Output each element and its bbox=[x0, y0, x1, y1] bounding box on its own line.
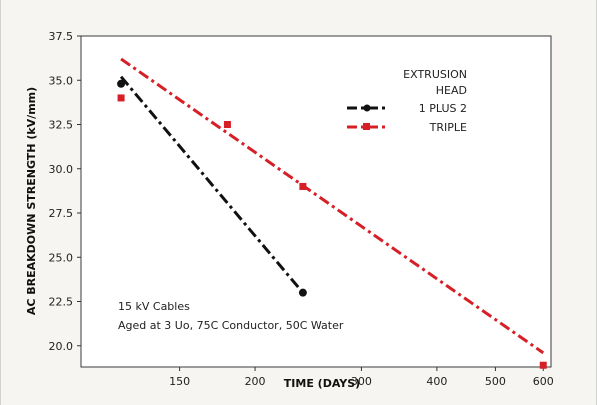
legend-title-line-2: HEAD bbox=[436, 84, 467, 97]
x-axis-title: TIME (DAYS) bbox=[284, 377, 360, 390]
x-axis-tick-label-4: 500 bbox=[485, 375, 506, 388]
series-0-point-0 bbox=[117, 79, 126, 88]
y-axis-tick-label-0: 20.0 bbox=[49, 340, 74, 353]
x-axis-tick-label-3: 400 bbox=[426, 375, 447, 388]
y-axis-tick-label-6: 35.0 bbox=[49, 74, 74, 87]
legend-entry-2: TRIPLE bbox=[347, 121, 467, 134]
series-1-point-3 bbox=[539, 361, 547, 369]
series-1-point-1 bbox=[223, 121, 231, 129]
y-axis-tick-label-1: 22.5 bbox=[49, 296, 74, 309]
annotation-line-1: 15 kV Cables bbox=[118, 300, 190, 313]
x-axis-tick-label-1: 200 bbox=[245, 375, 266, 388]
x-axis-tick-label-5: 600 bbox=[533, 375, 554, 388]
annotation-line-2: Aged at 3 Uo, 75C Conductor, 50C Water bbox=[118, 319, 344, 332]
y-axis-tick-label-4: 30.0 bbox=[49, 163, 74, 176]
y-axis-tick-label-7: 37.5 bbox=[49, 30, 74, 43]
y-axis-tick-label-3: 27.5 bbox=[49, 207, 74, 220]
series-0-fit-line bbox=[119, 75, 305, 294]
y-axis-tick-label-2: 25.0 bbox=[49, 251, 74, 264]
legend-title-line-1: EXTRUSION bbox=[403, 68, 467, 81]
series-1-fit-line bbox=[120, 57, 545, 355]
legend-marker-1 bbox=[363, 104, 371, 112]
series-1-point-0 bbox=[117, 94, 125, 102]
series-0-point-1 bbox=[298, 288, 307, 297]
plot-area bbox=[80, 35, 552, 368]
legend-label-2: TRIPLE bbox=[429, 121, 467, 134]
y-axis-title: AC BREAKDOWN STRENGTH (kV/mm) bbox=[25, 87, 38, 315]
legend-label-1: 1 PLUS 2 bbox=[419, 102, 467, 115]
y-axis-tick-label-5: 32.5 bbox=[49, 119, 74, 132]
x-axis-tick-label-0: 150 bbox=[169, 375, 190, 388]
x-axis-tick-label-2: 300 bbox=[351, 375, 372, 388]
legend-marker-2 bbox=[363, 123, 370, 130]
legend-entry-1: 1 PLUS 2 bbox=[347, 102, 467, 115]
series-1-point-2 bbox=[299, 182, 307, 190]
